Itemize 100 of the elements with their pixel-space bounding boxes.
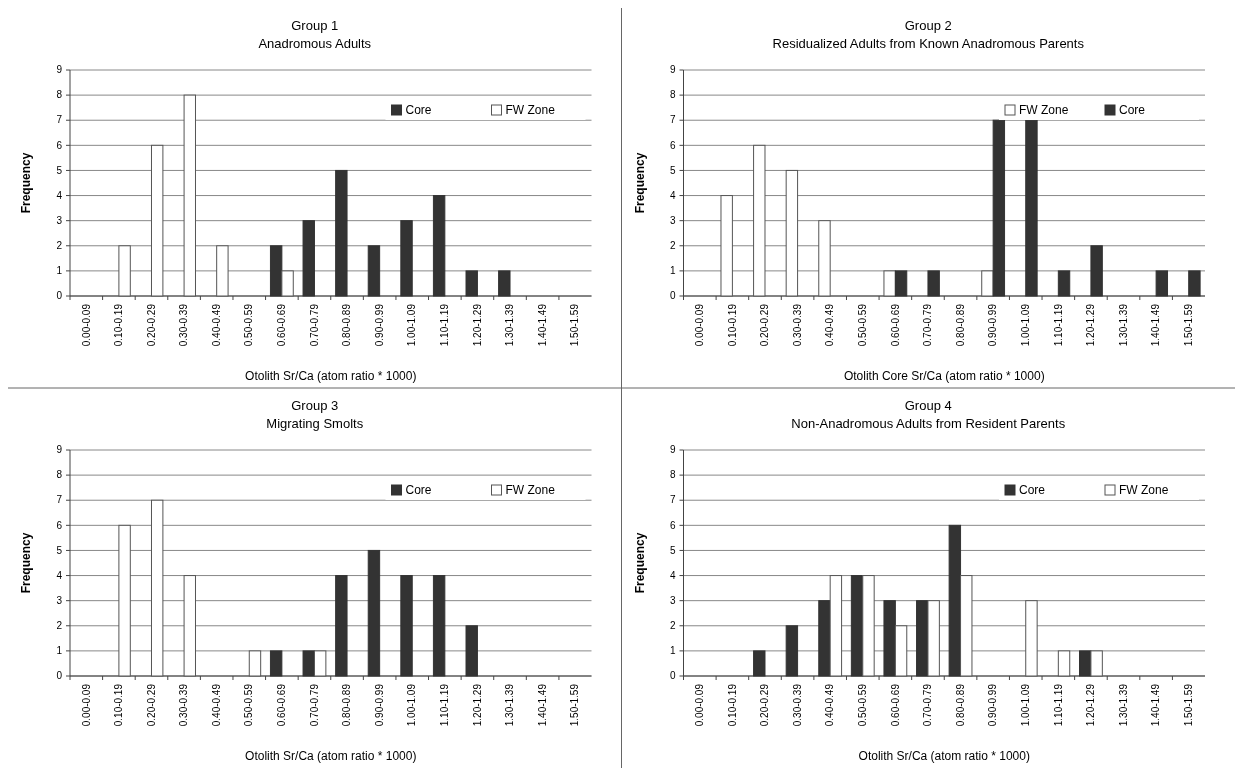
x-tick-label: 0.20-0.29 bbox=[759, 303, 771, 347]
bar bbox=[753, 650, 766, 677]
bar bbox=[981, 270, 994, 297]
x-tick-label: 0.30-0.39 bbox=[791, 303, 803, 347]
legend-label: FW Zone bbox=[505, 103, 556, 118]
y-tick-label: 2 bbox=[56, 239, 63, 251]
y-tick-label: 0 bbox=[669, 670, 676, 682]
y-tick-label: 9 bbox=[669, 444, 676, 456]
x-tick-label: 0.40-0.49 bbox=[210, 303, 222, 347]
x-tick-label: 0.80-0.89 bbox=[341, 683, 353, 727]
x-tick-label: 1.00-1.09 bbox=[1019, 303, 1031, 347]
x-tick-label: 1.00-1.09 bbox=[406, 683, 418, 727]
bar bbox=[829, 575, 843, 677]
y-tick-label: 8 bbox=[56, 89, 63, 101]
x-tick-label: 0.40-0.49 bbox=[824, 683, 836, 727]
x-axis-title: Otolith Sr/Ca (atom ratio * 1000) bbox=[858, 749, 1030, 763]
bar bbox=[269, 245, 283, 297]
y-tick-label: 5 bbox=[56, 164, 63, 176]
x-tick-label: 1.50-1.59 bbox=[569, 303, 581, 347]
y-axis-title: Frequency bbox=[632, 152, 647, 214]
bar bbox=[465, 270, 478, 297]
y-tick-label: 7 bbox=[669, 494, 676, 506]
bar bbox=[948, 524, 962, 677]
x-tick-label: 0.00-0.09 bbox=[80, 303, 92, 347]
y-tick-label: 4 bbox=[669, 569, 676, 581]
x-tick-label: 0.30-0.39 bbox=[178, 683, 190, 727]
legend-label: FW Zone bbox=[1119, 483, 1169, 498]
y-tick-label: 8 bbox=[56, 469, 63, 481]
bar bbox=[281, 270, 294, 297]
x-tick-label: 1.10-1.19 bbox=[1052, 683, 1064, 727]
x-tick-label: 0.90-0.99 bbox=[373, 303, 385, 347]
y-tick-label: 4 bbox=[56, 569, 63, 581]
x-tick-label: 0.40-0.49 bbox=[824, 303, 836, 347]
y-tick-label: 6 bbox=[669, 519, 676, 531]
y-tick-label: 6 bbox=[56, 139, 63, 151]
bar bbox=[1057, 650, 1071, 677]
bar bbox=[818, 220, 831, 297]
y-tick-label: 5 bbox=[669, 544, 676, 556]
bar bbox=[302, 220, 315, 297]
y-axis-title: Frequency bbox=[19, 152, 33, 214]
x-tick-label: 0.10-0.19 bbox=[726, 683, 738, 727]
x-tick-label: 0.20-0.29 bbox=[145, 303, 157, 347]
x-tick-label: 0.10-0.19 bbox=[113, 683, 125, 727]
legend-label: Core bbox=[405, 103, 432, 118]
bar bbox=[1025, 119, 1038, 297]
bar bbox=[916, 600, 929, 677]
x-tick-label: 0.30-0.39 bbox=[178, 303, 190, 347]
bar bbox=[367, 245, 381, 297]
bar bbox=[432, 575, 446, 677]
y-tick-label: 4 bbox=[669, 189, 676, 201]
y-tick-label: 0 bbox=[56, 290, 63, 302]
x-axis-title: Otolith Core Sr/Ca (atom ratio * 1000) bbox=[843, 369, 1045, 383]
legend-label: Core bbox=[1019, 483, 1046, 498]
chart-title: Group 2 bbox=[904, 18, 952, 33]
y-tick-label: 1 bbox=[669, 265, 676, 277]
y-tick-label: 7 bbox=[56, 494, 63, 506]
x-tick-label: 0.20-0.29 bbox=[145, 683, 157, 727]
y-tick-label: 3 bbox=[56, 214, 63, 226]
y-tick-label: 6 bbox=[669, 139, 676, 151]
y-tick-label: 5 bbox=[669, 164, 676, 176]
x-tick-label: 1.20-1.29 bbox=[1085, 683, 1097, 727]
bar bbox=[1057, 270, 1071, 297]
chart-subtitle: Non-Anadromous Adults from Resident Parents bbox=[791, 416, 1066, 431]
x-tick-label: 1.00-1.09 bbox=[1019, 683, 1031, 727]
bar bbox=[432, 195, 446, 297]
y-axis-title: Frequency bbox=[632, 532, 647, 594]
bar bbox=[269, 650, 283, 677]
y-tick-label: 2 bbox=[669, 239, 676, 251]
y-tick-label: 1 bbox=[56, 645, 63, 657]
x-tick-label: 0.20-0.29 bbox=[759, 683, 771, 727]
x-tick-label: 0.10-0.19 bbox=[113, 303, 125, 347]
x-tick-label: 1.20-1.29 bbox=[1085, 303, 1097, 347]
x-tick-label: 1.40-1.49 bbox=[1150, 303, 1162, 347]
bar bbox=[1090, 245, 1103, 297]
y-tick-label: 7 bbox=[669, 114, 676, 126]
bar bbox=[118, 524, 131, 677]
bar bbox=[1155, 270, 1169, 297]
bar bbox=[785, 625, 799, 677]
x-tick-label: 0.60-0.69 bbox=[276, 683, 288, 727]
x-tick-label: 1.30-1.39 bbox=[1117, 303, 1129, 347]
x-tick-label: 0.00-0.09 bbox=[694, 303, 705, 347]
bar bbox=[720, 195, 733, 297]
x-tick-label: 0.70-0.79 bbox=[308, 683, 320, 727]
bar bbox=[118, 245, 131, 297]
x-tick-label: 1.10-1.19 bbox=[439, 683, 451, 727]
x-tick-label: 0.10-0.19 bbox=[726, 303, 738, 347]
x-tick-label: 1.00-1.09 bbox=[406, 303, 418, 347]
x-tick-label: 1.50-1.59 bbox=[569, 683, 581, 727]
y-tick-label: 0 bbox=[56, 670, 63, 682]
bar bbox=[367, 549, 381, 677]
bar bbox=[883, 600, 896, 677]
x-axis-title: Otolith Sr/Ca (atom ratio * 1000) bbox=[245, 369, 417, 383]
x-tick-label: 1.30-1.39 bbox=[1117, 683, 1129, 727]
bar bbox=[302, 650, 315, 677]
x-tick-label: 0.90-0.99 bbox=[987, 683, 999, 727]
x-tick-label: 1.30-1.39 bbox=[504, 303, 516, 347]
x-tick-label: 0.70-0.79 bbox=[308, 303, 320, 347]
x-tick-label: 1.10-1.19 bbox=[1052, 303, 1064, 347]
x-tick-label: 0.90-0.99 bbox=[373, 683, 385, 727]
x-tick-label: 0.30-0.39 bbox=[791, 683, 803, 727]
